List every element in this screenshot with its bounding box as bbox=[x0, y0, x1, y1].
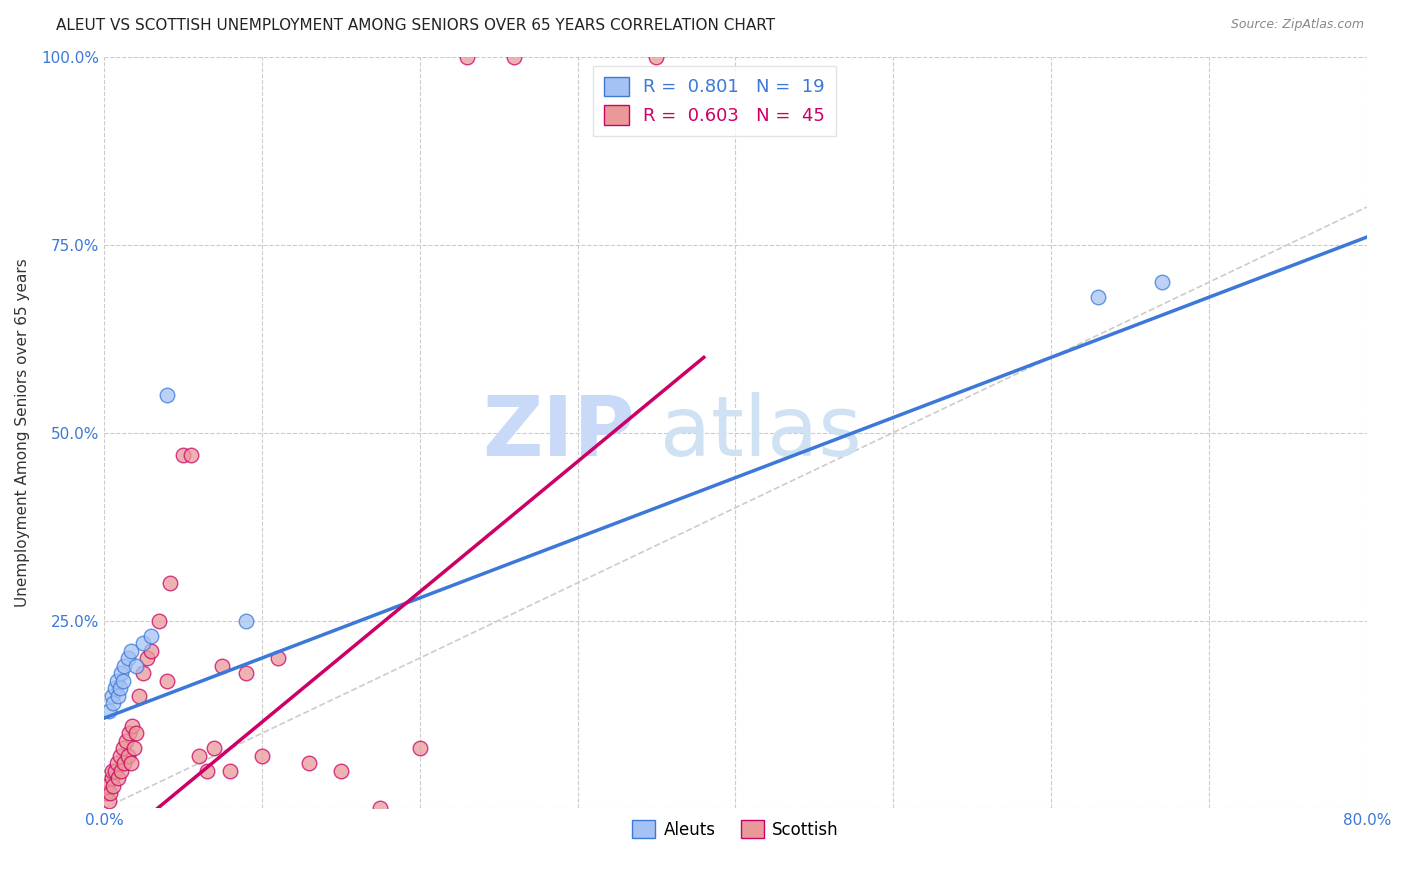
Point bbox=[117, 748, 139, 763]
Point bbox=[250, 748, 273, 763]
Text: ALEUT VS SCOTTISH UNEMPLOYMENT AMONG SENIORS OVER 65 YEARS CORRELATION CHART: ALEUT VS SCOTTISH UNEMPLOYMENT AMONG SEN… bbox=[56, 18, 775, 33]
Point bbox=[107, 772, 129, 786]
Point bbox=[98, 786, 121, 800]
Point bbox=[135, 651, 157, 665]
Point bbox=[645, 50, 668, 64]
Text: atlas: atlas bbox=[659, 392, 862, 473]
Point bbox=[101, 772, 124, 786]
Text: ZIP: ZIP bbox=[482, 392, 634, 473]
Point bbox=[117, 651, 139, 665]
Point bbox=[111, 741, 134, 756]
Point bbox=[114, 658, 136, 673]
Point bbox=[105, 673, 128, 688]
Point bbox=[141, 628, 163, 642]
Point bbox=[159, 575, 181, 590]
Point bbox=[120, 643, 142, 657]
Point bbox=[121, 719, 143, 733]
Point bbox=[368, 801, 391, 815]
Point bbox=[118, 726, 141, 740]
Point bbox=[503, 50, 526, 64]
Point bbox=[172, 448, 194, 462]
Point bbox=[148, 614, 170, 628]
Point bbox=[111, 673, 134, 688]
Point bbox=[1087, 290, 1109, 304]
Point bbox=[141, 643, 163, 657]
Point bbox=[105, 756, 128, 771]
Point bbox=[104, 681, 127, 695]
Point bbox=[1150, 275, 1173, 289]
Point bbox=[219, 764, 242, 778]
Point bbox=[124, 658, 146, 673]
Legend: Aleuts, Scottish: Aleuts, Scottish bbox=[626, 814, 845, 846]
Point bbox=[329, 764, 352, 778]
Point bbox=[156, 388, 179, 402]
Point bbox=[103, 779, 125, 793]
Point bbox=[456, 50, 478, 64]
Point bbox=[122, 741, 145, 756]
Point bbox=[97, 704, 120, 718]
Point bbox=[120, 756, 142, 771]
Point bbox=[204, 741, 226, 756]
Point bbox=[187, 748, 209, 763]
Point bbox=[94, 786, 117, 800]
Point bbox=[211, 658, 233, 673]
Point bbox=[108, 681, 131, 695]
Point bbox=[114, 756, 136, 771]
Point bbox=[298, 756, 321, 771]
Point bbox=[103, 696, 125, 710]
Text: Source: ZipAtlas.com: Source: ZipAtlas.com bbox=[1230, 18, 1364, 31]
Point bbox=[108, 748, 131, 763]
Point bbox=[235, 614, 257, 628]
Point bbox=[156, 673, 179, 688]
Point bbox=[195, 764, 218, 778]
Point bbox=[110, 764, 132, 778]
Point bbox=[408, 741, 430, 756]
Point bbox=[96, 779, 118, 793]
Point bbox=[128, 689, 150, 703]
Point bbox=[132, 636, 155, 650]
Y-axis label: Unemployment Among Seniors over 65 years: Unemployment Among Seniors over 65 years bbox=[15, 258, 30, 607]
Point bbox=[101, 764, 124, 778]
Point bbox=[97, 794, 120, 808]
Point bbox=[266, 651, 288, 665]
Point bbox=[101, 689, 124, 703]
Point bbox=[110, 666, 132, 681]
Point bbox=[107, 689, 129, 703]
Point bbox=[180, 448, 202, 462]
Point bbox=[115, 733, 138, 747]
Point bbox=[124, 726, 146, 740]
Point bbox=[132, 666, 155, 681]
Point bbox=[235, 666, 257, 681]
Point bbox=[104, 764, 127, 778]
